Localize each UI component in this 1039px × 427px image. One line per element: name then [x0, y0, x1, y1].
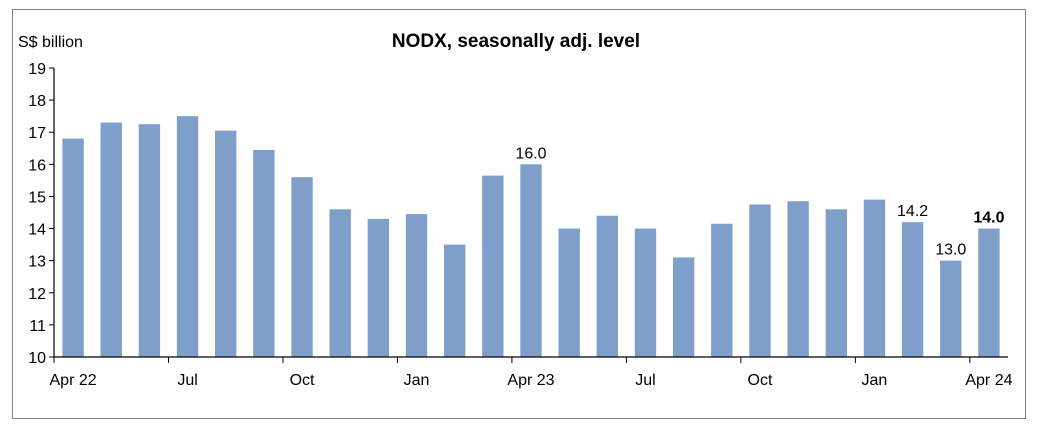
bar-11: [482, 175, 504, 357]
bar-5: [253, 149, 275, 357]
x-tick-label: Apr 22: [50, 372, 97, 389]
data-labels-group: 16.0 14.2 13.0 14.0: [515, 145, 1004, 258]
bar-9: [405, 214, 428, 357]
y-tick-label: 12: [28, 286, 46, 303]
x-tick-label: Apr 23: [507, 372, 554, 389]
bar-20: [825, 209, 847, 357]
bar-7: [329, 209, 351, 357]
bar-15: [634, 228, 657, 357]
data-label: 16.0: [515, 145, 546, 162]
bar-1: [100, 122, 122, 357]
y-axis: 10 11 12 13 14 15 16 17 18 19: [28, 61, 55, 367]
bar-2: [138, 124, 161, 357]
bar-17: [711, 223, 733, 357]
bar-19: [787, 201, 809, 357]
chart-title: NODX, seasonally adj. level: [392, 31, 640, 52]
x-tick-label: Oct: [290, 372, 315, 389]
bar-24: [978, 228, 1000, 357]
data-label: 14.2: [897, 203, 928, 220]
bar-10: [444, 244, 466, 357]
bar-6: [291, 177, 313, 357]
x-tick-label: Jan: [862, 372, 888, 389]
x-tick-label: Jan: [404, 372, 430, 389]
bar-0: [62, 138, 84, 357]
x-tick-label: Oct: [748, 372, 773, 389]
y-tick-label: 17: [28, 125, 46, 142]
data-label: 13.0: [935, 242, 966, 259]
x-tick-label: Jul: [635, 372, 655, 389]
bar-3: [176, 116, 199, 357]
y-tick-label: 16: [28, 157, 46, 174]
y-tick-label: 18: [28, 93, 46, 110]
bar-14: [596, 215, 619, 357]
bar-18: [749, 204, 771, 357]
y-axis-unit-label: S$ billion: [18, 34, 83, 51]
data-label: 14.0: [973, 210, 1004, 227]
x-tick-label: Apr 24: [965, 372, 1012, 389]
bar-13: [558, 228, 580, 357]
bar-22: [901, 222, 924, 357]
bar-21: [863, 199, 886, 357]
y-tick-label: 10: [28, 350, 46, 367]
chart-frame: [12, 9, 1026, 419]
bar-4: [215, 130, 237, 357]
x-tick-label: Jul: [177, 372, 197, 389]
y-tick-label: 19: [28, 61, 46, 78]
y-tick-label: 14: [28, 222, 46, 239]
bar-8: [367, 218, 390, 357]
x-axis: Apr 22 Jul Oct Jan Apr 23 Jul Oct Jan Apr 24: [50, 356, 1013, 389]
bar-16: [672, 257, 695, 357]
bars-group: [62, 116, 1000, 357]
y-tick-label: 13: [28, 254, 46, 271]
bar-23: [940, 260, 962, 357]
y-tick-label: 11: [29, 318, 46, 335]
y-tick-label: 15: [28, 189, 46, 206]
bar-12: [520, 164, 542, 357]
